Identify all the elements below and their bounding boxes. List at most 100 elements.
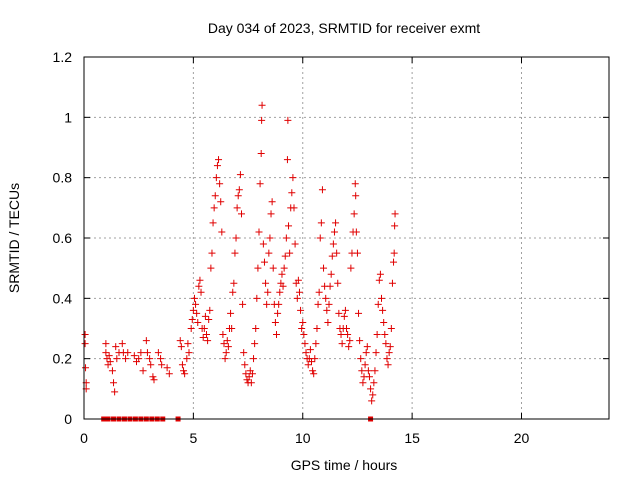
data-point <box>352 192 360 200</box>
data-point <box>353 249 361 257</box>
data-point <box>240 349 248 357</box>
data-point <box>112 343 120 351</box>
data-point <box>290 204 298 212</box>
data-point <box>294 276 302 284</box>
data-point <box>293 294 301 302</box>
data-point <box>381 331 389 339</box>
data-point <box>363 343 371 351</box>
data-point <box>124 349 132 357</box>
data-point <box>352 228 360 236</box>
data-point <box>149 373 157 381</box>
data-point <box>139 367 147 375</box>
data-point <box>242 370 250 378</box>
data-point <box>340 312 348 320</box>
data-point <box>315 288 323 296</box>
data-point <box>279 282 287 290</box>
data-point <box>385 349 393 357</box>
data-point <box>185 349 193 357</box>
data-point <box>135 355 143 363</box>
data-point <box>163 364 171 372</box>
data-point <box>105 352 113 360</box>
data-point <box>300 331 308 339</box>
data-point <box>113 355 121 363</box>
data-point <box>187 325 195 332</box>
data-point <box>193 309 201 317</box>
data-point <box>316 234 324 242</box>
data-point <box>81 331 89 339</box>
data-point <box>350 210 358 218</box>
data-point <box>380 318 388 326</box>
data-point <box>378 294 385 302</box>
data-point <box>375 276 383 284</box>
data-point <box>324 318 332 326</box>
data-point <box>81 340 89 348</box>
data-point <box>254 264 262 272</box>
data-point <box>317 219 325 227</box>
y-tick-label: 1 <box>64 109 72 125</box>
data-point <box>142 337 150 345</box>
data-point <box>227 309 235 317</box>
data-point <box>391 222 399 230</box>
data-point <box>252 325 260 332</box>
data-point <box>334 279 342 287</box>
data-point <box>271 318 279 326</box>
data-point <box>215 156 223 164</box>
data-point <box>370 379 378 387</box>
data-point <box>314 300 322 308</box>
data-point <box>386 343 394 351</box>
y-tick-label: 0.6 <box>53 230 73 246</box>
data-point <box>210 204 218 212</box>
data-point <box>201 312 209 320</box>
data-point <box>118 340 126 348</box>
data-point <box>231 249 239 257</box>
data-point <box>223 337 231 345</box>
data-point <box>209 219 217 227</box>
data-point <box>200 325 208 332</box>
data-point <box>371 367 379 375</box>
data-point <box>199 334 207 342</box>
data-point <box>262 279 270 287</box>
data-point <box>308 358 315 366</box>
data-point <box>248 370 256 378</box>
data-point <box>188 315 196 323</box>
data-point <box>299 318 307 326</box>
data-point <box>301 340 309 348</box>
data-point <box>208 249 216 257</box>
data-point <box>365 373 373 381</box>
data-point <box>291 240 299 248</box>
data-point <box>110 379 118 387</box>
data-point <box>276 288 284 296</box>
data-point <box>247 379 255 387</box>
data-point <box>343 325 350 332</box>
data-point <box>289 174 297 182</box>
data-point <box>256 180 264 188</box>
data-point <box>189 306 197 314</box>
data-point <box>233 204 241 212</box>
data-point <box>356 337 364 345</box>
grid <box>84 57 609 419</box>
data-point <box>245 373 253 381</box>
data-point <box>359 379 367 387</box>
data-point <box>351 180 359 188</box>
data-point <box>250 355 258 363</box>
data-point <box>318 186 326 194</box>
data-point <box>322 294 330 302</box>
data-point <box>258 116 266 124</box>
data-point <box>282 234 290 242</box>
data-point <box>391 210 399 218</box>
data-point <box>255 228 263 236</box>
data-point <box>229 288 237 296</box>
data-point <box>274 309 282 317</box>
data-point <box>330 228 338 236</box>
data-point <box>218 228 226 236</box>
y-axis-title: SRMTID / TECUs <box>6 183 22 293</box>
data-point <box>373 331 381 339</box>
data-point <box>374 300 382 308</box>
data-point <box>286 249 294 257</box>
data-point <box>311 355 319 363</box>
data-point <box>268 198 276 206</box>
data-point <box>196 276 204 284</box>
data-point <box>332 219 340 227</box>
data-point <box>143 349 151 357</box>
data-point <box>222 349 230 357</box>
